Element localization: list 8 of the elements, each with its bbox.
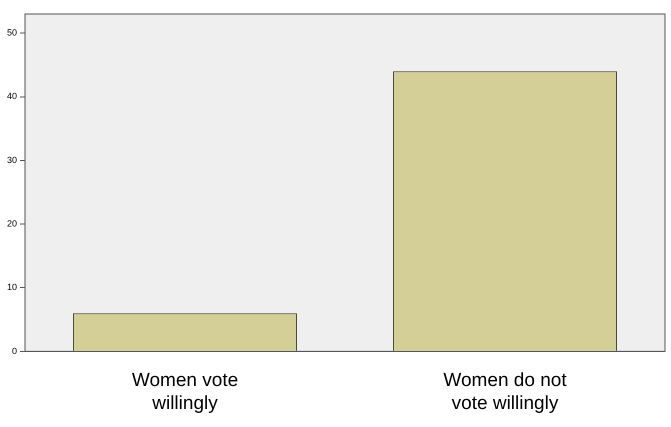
y-tick-label: 10 bbox=[6, 282, 18, 292]
y-tick-label: 0 bbox=[12, 346, 18, 356]
x-tick-label: Women do not vote willingly bbox=[443, 370, 568, 414]
y-tick-label: 50 bbox=[6, 28, 18, 38]
y-tick-label: 20 bbox=[6, 218, 18, 229]
y-tick-label: 40 bbox=[6, 91, 18, 102]
y-tick-label: 30 bbox=[6, 154, 18, 165]
x-tick-label: Women vote willingly bbox=[132, 370, 238, 414]
